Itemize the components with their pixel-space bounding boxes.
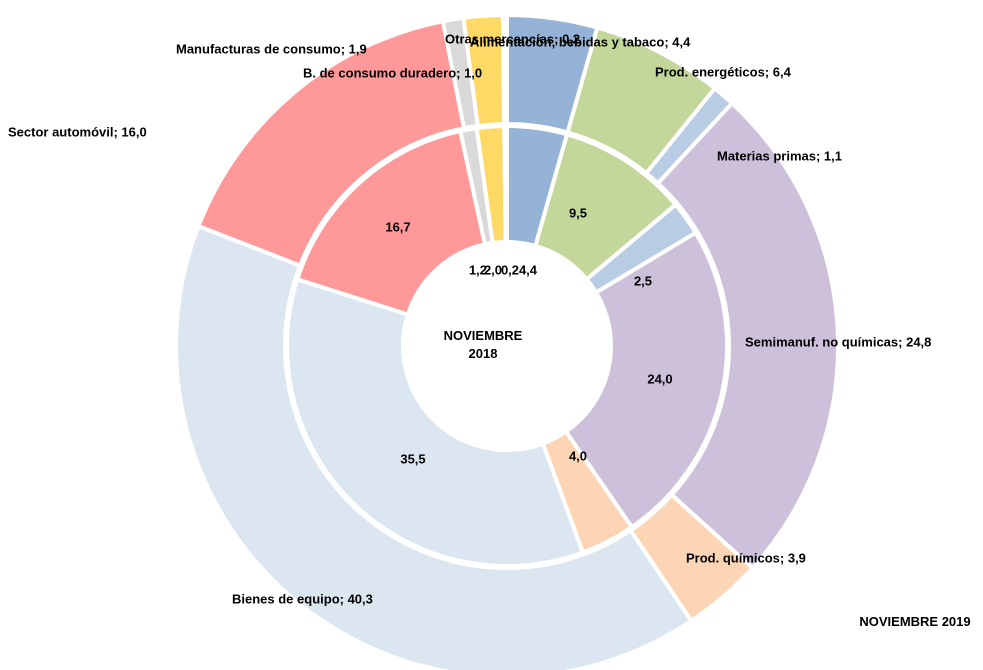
data-label: 1,2 xyxy=(469,262,487,277)
data-label: 24,0 xyxy=(647,371,672,386)
data-label: Sector automóvil; 16,0 xyxy=(8,124,147,139)
donut-slice xyxy=(563,230,729,530)
data-label: Alimentación, bebidas y tabaco; 4,4 xyxy=(470,34,691,49)
data-label: 4,0 xyxy=(569,448,587,463)
donut-slice xyxy=(502,123,509,245)
donut-slice xyxy=(174,223,695,670)
data-label: 0,2 xyxy=(501,262,519,277)
inner-series-label: NOVIEMBRE 2018 xyxy=(443,328,523,361)
data-label: 4,4 xyxy=(519,262,538,277)
data-label: 35,5 xyxy=(400,451,425,466)
donut-slice xyxy=(655,100,840,571)
data-label: 2,0 xyxy=(484,262,502,277)
data-label: Manufacturas de consumo; 1,9 xyxy=(176,41,367,56)
data-label: Prod. energéticos; 6,4 xyxy=(655,64,792,79)
donut-slice xyxy=(285,276,586,568)
data-label: Prod. químicos; 3,9 xyxy=(686,550,806,565)
outer-series-label: NOVIEMBRE 2019 xyxy=(859,614,971,629)
data-label: 2,5 xyxy=(634,273,652,288)
data-label: 16,7 xyxy=(385,219,410,234)
data-label: Materias primas; 1,1 xyxy=(717,148,842,163)
donut-slice xyxy=(500,12,509,127)
data-label: Semimanuf. no químicas; 24,8 xyxy=(745,334,931,349)
data-label: 9,5 xyxy=(569,205,587,220)
data-label: Otras mercancías; 0,2 xyxy=(445,31,580,46)
donut-slice xyxy=(294,128,488,317)
data-label: B. de consumo duradero; 1,0 xyxy=(303,65,482,80)
data-label: Bienes de equipo; 40,3 xyxy=(232,591,373,606)
